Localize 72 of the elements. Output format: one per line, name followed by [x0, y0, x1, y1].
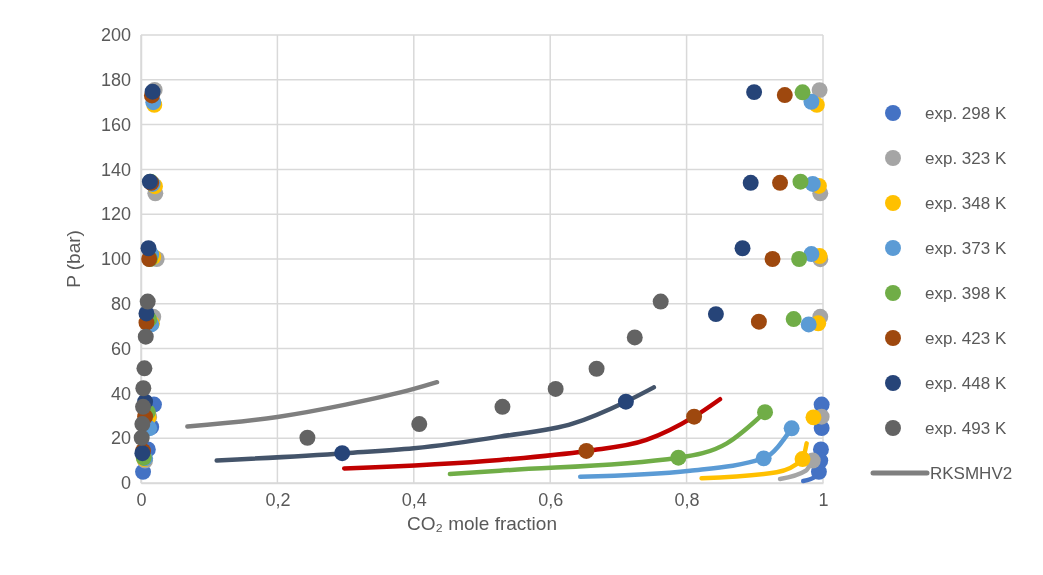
legend-label: exp. 298 K — [925, 104, 1007, 123]
point — [134, 416, 151, 433]
point — [547, 380, 564, 397]
y-tick-label: 40 — [110, 383, 131, 404]
y-axis-title: P (bar) — [63, 230, 84, 288]
point — [811, 82, 828, 99]
point — [800, 316, 817, 333]
point — [578, 443, 595, 459]
line-series — [699, 441, 809, 481]
point — [137, 328, 154, 345]
line-series — [185, 379, 440, 429]
y-tick-label: 80 — [110, 294, 131, 315]
point — [791, 251, 808, 267]
legend-label: RKSMHV2 — [930, 464, 1013, 483]
point — [794, 451, 811, 467]
point — [805, 409, 822, 426]
point — [135, 398, 152, 415]
point — [652, 293, 669, 310]
point — [776, 87, 793, 103]
x-axis-title: CO₂ mole fraction — [407, 513, 557, 534]
point — [783, 420, 800, 437]
point — [750, 313, 767, 330]
y-tick-label: 0 — [120, 473, 131, 494]
point — [794, 84, 811, 101]
legend-label: exp. 448 K — [925, 374, 1007, 393]
point — [588, 360, 605, 377]
y-tick-label: 180 — [100, 70, 131, 91]
y-tick-label: 60 — [110, 338, 131, 359]
point — [734, 240, 751, 257]
x-tick-label: 0,4 — [401, 489, 427, 510]
point — [670, 449, 687, 466]
point — [334, 445, 351, 462]
legend-label: exp. 493 K — [925, 419, 1007, 438]
point — [411, 416, 428, 433]
point — [792, 173, 809, 190]
y-tick-label: 160 — [100, 114, 131, 135]
point — [136, 360, 153, 377]
point — [742, 174, 759, 191]
point — [707, 306, 724, 323]
legend-label: exp. 373 K — [925, 239, 1007, 258]
point — [772, 174, 789, 191]
point — [494, 398, 511, 415]
x-tick-label: 0 — [136, 489, 147, 510]
point — [135, 380, 152, 397]
y-tick-label: 140 — [100, 159, 131, 180]
x-tick-label: 1 — [818, 489, 829, 510]
line-series — [341, 396, 723, 471]
point — [746, 84, 763, 101]
legend-label: exp. 423 K — [925, 329, 1007, 348]
point — [785, 311, 802, 327]
x-tick-label: 0,6 — [538, 489, 564, 510]
x-tick-label: 0,2 — [265, 489, 291, 510]
y-tick-label: 200 — [100, 25, 131, 46]
y-tick-label: 100 — [100, 249, 131, 270]
legend-label: exp. 323 K — [925, 149, 1007, 168]
point — [757, 404, 774, 421]
point — [803, 93, 820, 110]
point — [755, 450, 772, 467]
legend-label: exp. 398 K — [925, 284, 1007, 303]
point — [140, 240, 157, 257]
y-tick-label: 120 — [100, 204, 131, 225]
point — [139, 293, 156, 310]
point — [764, 251, 781, 267]
y-tick-label: 20 — [110, 428, 131, 449]
point — [617, 393, 634, 410]
line-series — [214, 385, 657, 463]
point — [299, 429, 316, 446]
point — [686, 408, 703, 425]
legend-label: exp. 348 K — [925, 194, 1007, 213]
point — [133, 429, 150, 446]
x-tick-label: 0,8 — [674, 489, 700, 510]
point — [626, 329, 643, 346]
